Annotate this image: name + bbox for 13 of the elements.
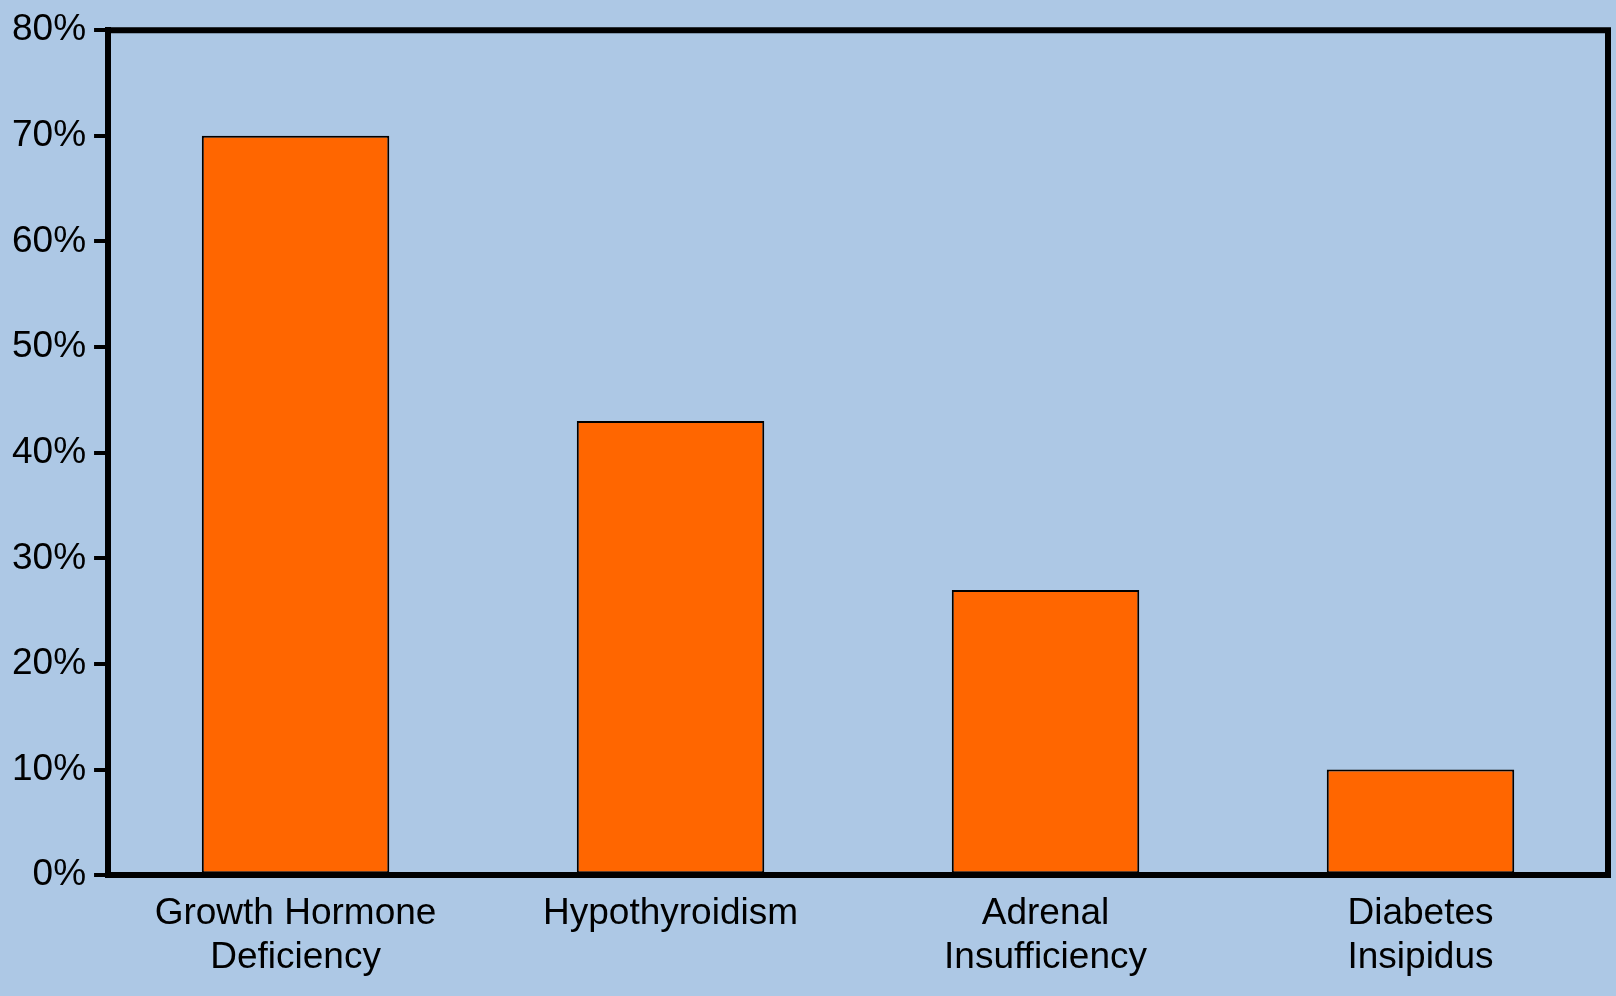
y-tick-label: 0% — [32, 852, 87, 894]
x-tick-label: Hypothyroidism — [543, 890, 799, 932]
y-tick-label: 20% — [11, 641, 87, 683]
y-tick-label: 50% — [11, 324, 87, 366]
y-tick-label: 60% — [11, 218, 87, 260]
x-tick-label: Growth Hormone Deficiency — [154, 890, 437, 976]
x-tick-label: Diabetes Insipidus — [1347, 890, 1494, 976]
y-tick-label: 10% — [11, 746, 87, 788]
y-tick-label: 30% — [11, 535, 87, 577]
y-tick-label: 40% — [11, 429, 87, 471]
y-tick-label: 80% — [11, 7, 87, 49]
x-tick-label: Adrenal Insufficiency — [944, 890, 1148, 976]
y-tick-label: 70% — [11, 113, 87, 155]
